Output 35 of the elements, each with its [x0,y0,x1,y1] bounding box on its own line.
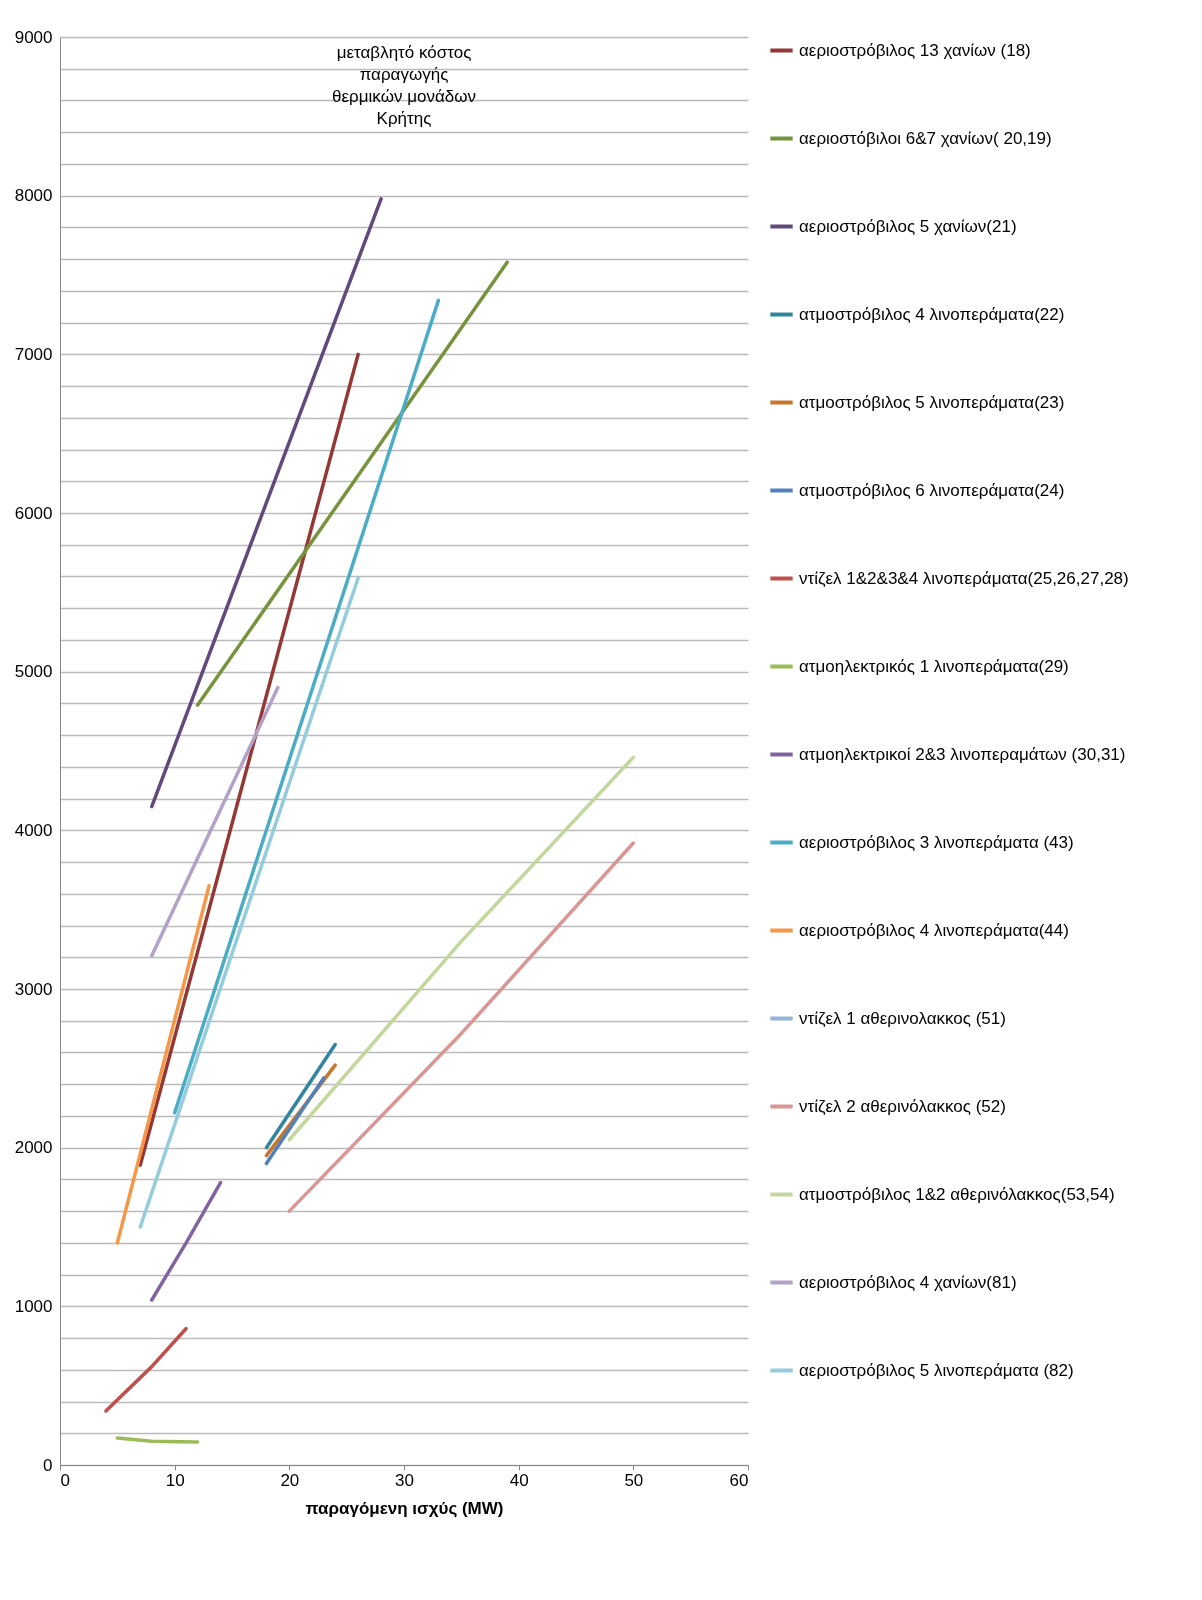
y-tick-label: 1000 [14,1296,53,1316]
y-tick-label: 3000 [14,979,53,999]
legend-label: ντίζελ 1&2&3&4 λινοπεράματα(25,26,27,28) [799,568,1129,588]
legend-label: ατμοηλεκτρικός 1 λινοπεράματα(29) [799,656,1069,676]
y-tick-label: 8000 [14,186,53,206]
y-tick-label: 2000 [14,1138,53,1158]
y-tick-label: 0 [43,1455,53,1475]
legend-label: ατμοστρόβιλος 5 λινοπεράματα(23) [799,392,1065,412]
legend-label: αεριοστρόβιλος 5 χανίων(21) [799,216,1017,236]
y-tick-label: 9000 [14,27,53,47]
x-tick-label: 50 [624,1470,644,1490]
x-tick-label: 30 [395,1470,414,1490]
y-tick-label: 6000 [14,503,53,523]
legend-label: ατμοστρόβιλος 6 λινοπεράματα(24) [799,480,1065,500]
y-tick-label: 5000 [14,662,53,682]
legend-label: αεριοστρόβιλος 4 χανίων(81) [799,1272,1017,1292]
x-tick-label: 0 [60,1470,70,1490]
x-tick-label: 40 [509,1470,529,1490]
legend-label: ντίζελ 2 αθερινόλακκος (52) [799,1096,1006,1116]
legend-label: αεριοστρόβιλος 4 λινοπεράματα(44) [799,920,1069,940]
legend-label: αεριοστόβιλοι 6&7 χανίων( 20,19) [799,128,1052,148]
y-tick-label: 7000 [14,344,53,364]
legend-label: ντίζελ 1 αθερινολακκος (51) [799,1008,1006,1028]
x-tick-label: 20 [280,1470,300,1490]
legend-label: ατμοστρόβιλος 4 λινοπεράματα(22) [799,304,1065,324]
x-axis-title: παραγόμενη ισχύς (MW) [305,1498,504,1518]
legend-label: αεριοστρόβιλος 5 λινοπεράματα (82) [799,1360,1074,1380]
legend-label: ατμοστρόβιλος 1&2 αθερινόλακκος(53,54) [799,1184,1115,1204]
legend-label: αεριοστρόβιλος 13 χανίων (18) [799,40,1031,60]
legend-label: αεριοστρόβιλος 3 λινοπεράματα (43) [799,832,1074,852]
legend-label: ατμοηλεκτρικοί 2&3 λινοπεραμάτων (30,31) [799,744,1126,764]
x-tick-label: 10 [165,1470,185,1490]
x-tick-label: 60 [729,1470,749,1490]
text: μεταβλητό κόστος παραγωγής θερμικών μονάδων Κρήτης [332,43,476,128]
y-tick-label: 4000 [14,820,53,840]
